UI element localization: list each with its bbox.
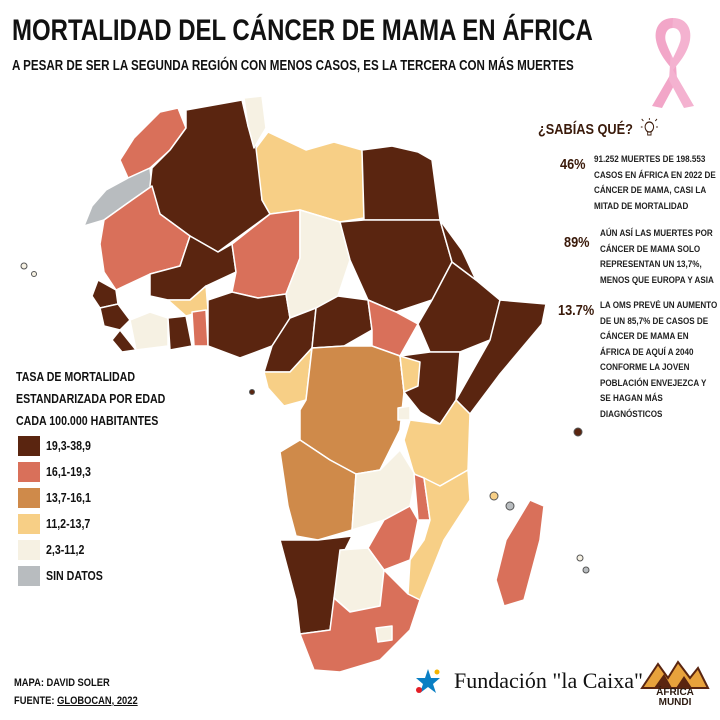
country-somalia[interactable] xyxy=(455,299,547,415)
legend-label: 16,1-19,3 xyxy=(46,465,91,479)
country-ghana[interactable] xyxy=(167,315,193,351)
country-egypt[interactable] xyxy=(361,145,441,221)
legend-swatch xyxy=(18,436,40,456)
page-subtitle: A PESAR DE SER LA SEGUNDA REGIÓN CON MEN… xyxy=(12,58,574,74)
country-liberia[interactable] xyxy=(111,329,137,353)
island-reunion[interactable] xyxy=(582,566,590,574)
island-mayotte[interactable] xyxy=(505,501,515,511)
brand-text: ÁFRICA MUNDI xyxy=(646,688,704,708)
facts-panel: ¿SABÍAS QUÉ? 46% 91.252 MUERTES DE 198.5… xyxy=(538,118,718,420)
country-tunisia[interactable] xyxy=(243,95,267,149)
country-south-africa[interactable] xyxy=(299,569,421,673)
map-legend: TASA DE MORTALIDAD ESTANDARIZADA POR EDA… xyxy=(16,366,216,586)
credit-source-link[interactable]: GLOBOCAN, 2022 xyxy=(57,695,138,707)
legend-swatch xyxy=(18,566,40,586)
country-eritrea[interactable] xyxy=(439,219,477,281)
star-logo-icon xyxy=(416,669,440,693)
brand-line-1: ÁFRICA xyxy=(656,687,694,698)
brand-line-2: MUNDI xyxy=(658,697,692,708)
country-rwanda[interactable] xyxy=(397,405,411,421)
island-cape-verde-1[interactable] xyxy=(20,262,28,270)
country-ivory-coast[interactable] xyxy=(129,311,169,351)
island-seychelles[interactable] xyxy=(573,427,583,437)
mountains-icon xyxy=(640,660,710,689)
facts-heading: ¿SABÍAS QUÉ? xyxy=(538,118,691,138)
country-togo-benin[interactable] xyxy=(191,309,209,347)
credits: MAPA: DAVID SOLER FUENTE: GLOBOCAN, 2022 xyxy=(14,674,138,710)
brand-logo: ÁFRICA MUNDI xyxy=(640,656,710,712)
legend-swatch xyxy=(18,462,40,482)
legend-label: 19,3-38,9 xyxy=(46,439,91,453)
fact-percentage: 89% xyxy=(564,234,590,251)
island-comoros[interactable] xyxy=(489,491,499,501)
facts-heading-text: ¿SABÍAS QUÉ? xyxy=(538,121,633,138)
fact-percentage: 46% xyxy=(560,156,586,173)
country-madagascar[interactable] xyxy=(495,499,545,607)
fact-percentage: 13.7% xyxy=(558,302,595,319)
lightbulb-icon xyxy=(640,118,658,136)
legend-label: SIN DATOS xyxy=(46,569,103,583)
credit-source-prefix: FUENTE: xyxy=(14,695,58,707)
country-burkina[interactable] xyxy=(167,285,209,317)
legend-label: 2,3-11,2 xyxy=(46,543,85,557)
fact-text: AÚN ASÍ LAS MUERTES POR CÁNCER DE MAMA S… xyxy=(600,228,714,286)
fact-text: 91.252 MUERTES DE 198.553 CASOS EN ÁFRIC… xyxy=(594,154,716,212)
country-libya[interactable] xyxy=(255,131,365,223)
sponsor-name: Fundación "la Caixa" xyxy=(454,668,644,693)
island-mauritius[interactable] xyxy=(576,554,584,562)
legend-title-line-3: CADA 100.000 HABITANTES xyxy=(16,414,159,428)
credit-map: MAPA: DAVID SOLER xyxy=(14,677,110,689)
pink-ribbon-icon xyxy=(652,18,694,108)
legend-swatch xyxy=(18,540,40,560)
legend-swatch xyxy=(18,488,40,508)
legend-label: 11,2-13,7 xyxy=(46,517,91,531)
island-cape-verde-2[interactable] xyxy=(31,271,37,277)
island-sao-tome[interactable] xyxy=(249,389,255,395)
legend-label: 13,7-16,1 xyxy=(46,491,91,505)
legend-swatch xyxy=(18,514,40,534)
credit-source: FUENTE: GLOBOCAN, 2022 xyxy=(14,692,138,710)
country-guinea[interactable] xyxy=(99,303,131,331)
country-lesotho[interactable] xyxy=(375,625,393,643)
legend-title-line-2: ESTANDARIZADA POR EDAD xyxy=(16,392,166,406)
legend-title-line-1: TASA DE MORTALIDAD xyxy=(16,370,136,384)
country-zambia[interactable] xyxy=(351,449,417,531)
fact-text: LA OMS PREVÉ UN AUMENTO DE UN 85,7% DE C… xyxy=(600,300,718,420)
country-uganda[interactable] xyxy=(399,355,421,393)
